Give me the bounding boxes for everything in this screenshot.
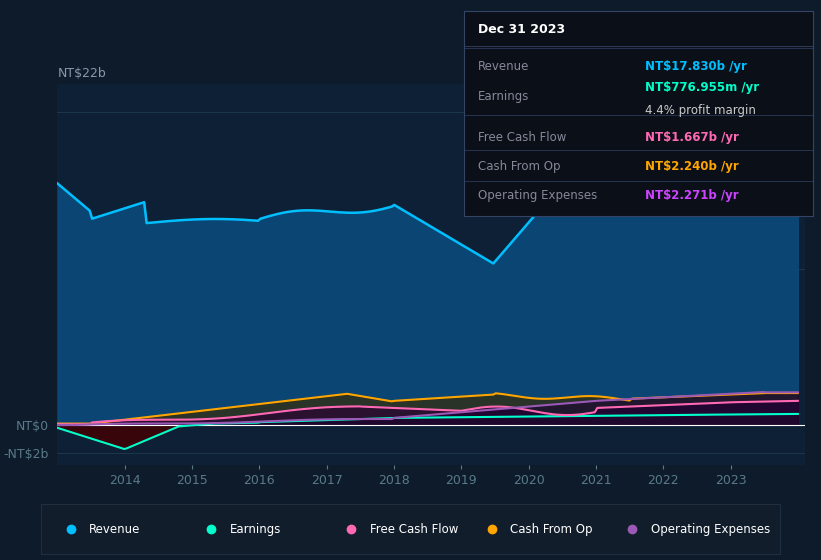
Text: Dec 31 2023: Dec 31 2023 [478, 24, 565, 36]
Text: Cash From Op: Cash From Op [478, 160, 560, 173]
Text: Cash From Op: Cash From Op [511, 522, 593, 536]
Text: Free Cash Flow: Free Cash Flow [478, 132, 566, 144]
Text: NT$22b: NT$22b [57, 67, 106, 80]
Text: NT$1.667b /yr: NT$1.667b /yr [645, 132, 739, 144]
Text: NT$17.830b /yr: NT$17.830b /yr [645, 60, 747, 73]
Text: Free Cash Flow: Free Cash Flow [370, 522, 458, 536]
Text: Earnings: Earnings [478, 90, 530, 102]
Text: Earnings: Earnings [230, 522, 281, 536]
Text: NT$2.240b /yr: NT$2.240b /yr [645, 160, 739, 173]
Text: Revenue: Revenue [89, 522, 140, 536]
Text: NT$776.955m /yr: NT$776.955m /yr [645, 81, 759, 94]
Text: NT$2.271b /yr: NT$2.271b /yr [645, 189, 739, 202]
Text: Operating Expenses: Operating Expenses [651, 522, 770, 536]
Text: Operating Expenses: Operating Expenses [478, 189, 597, 202]
Text: Revenue: Revenue [478, 60, 530, 73]
Text: 4.4% profit margin: 4.4% profit margin [645, 104, 756, 117]
